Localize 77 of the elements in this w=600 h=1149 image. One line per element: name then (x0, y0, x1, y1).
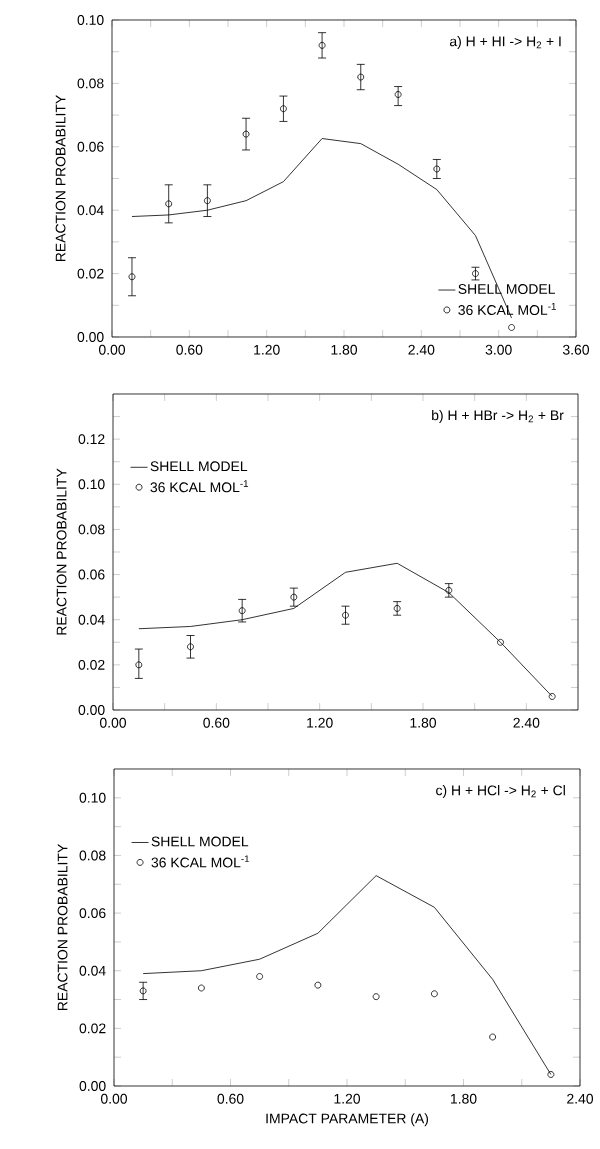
point (128, 273, 136, 281)
point (165, 200, 173, 208)
y-tick-label: 0.02 (77, 268, 104, 279)
y-axis-title: REACTION PROBABILITY (55, 95, 66, 262)
point (372, 993, 380, 1001)
y-tick-label: 0.00 (77, 332, 104, 342)
y-tick-label: 0.00 (78, 705, 105, 715)
point (187, 643, 194, 651)
y-tick-label: 0.04 (78, 614, 105, 625)
x-tick-label: 1.20 (307, 717, 333, 728)
point (445, 586, 453, 594)
legend-label: SHELL MODEL (458, 284, 555, 294)
x-tick-label: 2.40 (513, 717, 540, 728)
x-tick-label: 0.60 (176, 344, 203, 355)
point (508, 324, 515, 331)
x-axis-title: IMPACT PARAMETER (A) (266, 1113, 429, 1127)
y-axis-title: REACTION PROBABILITY (56, 468, 67, 635)
point (135, 661, 143, 669)
point (238, 607, 246, 615)
y-tick-label: 0.04 (79, 965, 106, 976)
x-tick-label: 2.40 (567, 1093, 594, 1104)
point (318, 41, 326, 49)
point (314, 981, 322, 989)
point (394, 91, 402, 98)
y-axis-title: REACTION PROBABILITY (57, 844, 68, 1011)
x-tick-label: 3.60 (562, 344, 590, 355)
point (489, 1033, 497, 1041)
x-tick-label: 1.80 (331, 344, 358, 355)
legend-label: SHELL MODEL (151, 836, 249, 847)
point (357, 73, 365, 81)
point (472, 270, 479, 277)
y-tick-label: 0.02 (78, 659, 105, 670)
x-tick-label: 0.00 (99, 717, 127, 728)
x-tick-label: 1.20 (334, 1093, 361, 1104)
y-tick-label: 0.00 (79, 1081, 106, 1091)
x-tick-label: 0.60 (203, 717, 230, 728)
point (547, 1071, 555, 1078)
legend-label: 36 KCAL MOL$^{-1}$ (150, 480, 249, 493)
x-tick-label: 0.00 (100, 1093, 128, 1104)
x-tick-label: 0.60 (217, 1093, 244, 1104)
point (393, 605, 401, 612)
point (203, 197, 211, 205)
x-tick-label: 1.80 (410, 717, 437, 728)
legend-label: SHELL MODEL (150, 461, 248, 472)
point (280, 105, 287, 113)
y-tick-label: 0.08 (77, 78, 104, 89)
annotation: a) H + HI -> H$_{2}$ + I (449, 36, 561, 50)
point (497, 638, 504, 646)
point (256, 973, 264, 980)
y-tick-label: 0.06 (77, 141, 104, 152)
x-tick-label: 1.20 (254, 344, 280, 355)
annotation: c) H + HCl -> H$_{2}$ + Cl (436, 785, 565, 799)
y-tick-label: 0.08 (78, 524, 105, 535)
y-tick-label: 0.12 (78, 434, 105, 445)
legend-label: 36 KCAL MOL$^{-1}$ (458, 302, 556, 315)
point (197, 984, 205, 992)
y-tick-label: 0.10 (77, 15, 104, 25)
point (139, 987, 147, 995)
point (548, 693, 556, 700)
point (433, 165, 441, 173)
x-tick-label: 1.80 (450, 1093, 477, 1104)
point (430, 990, 438, 998)
y-tick-label: 0.04 (77, 205, 104, 216)
x-tick-label: 2.40 (408, 344, 435, 355)
y-tick-label: 0.08 (79, 850, 106, 861)
x-tick-label: 0.00 (98, 344, 126, 355)
y-tick-label: 0.02 (79, 1023, 106, 1034)
point (342, 611, 349, 619)
y-tick-label: 0.10 (78, 479, 105, 490)
y-tick-label: 0.10 (79, 792, 106, 803)
point (242, 130, 250, 138)
annotation: b) H + HBr -> H$_{2}$ + Br (432, 409, 564, 423)
y-tick-label: 0.06 (79, 908, 106, 919)
legend-label: 36 KCAL MOL$^{-1}$ (151, 855, 250, 868)
y-tick-label: 0.06 (78, 569, 105, 580)
x-tick-label: 3.00 (485, 344, 512, 355)
point (290, 593, 298, 601)
